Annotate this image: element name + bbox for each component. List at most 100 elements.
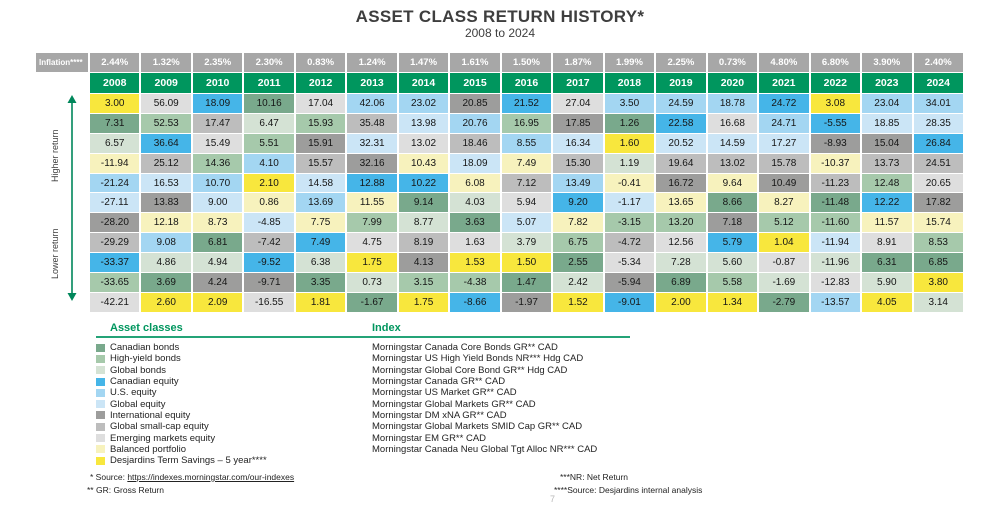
index-header: Index [372,322,630,338]
return-cell: 23.02 [398,94,449,113]
return-cell: 9.20 [553,193,603,213]
legend-swatch [96,445,105,454]
legend-label: U.S. equity [110,387,157,399]
legend-label: Global equity [110,398,166,410]
return-cell: 3.14 [913,292,963,312]
return-cell: 6.57 [90,133,140,153]
return-cell: -1.97 [501,292,552,312]
year-row-spacer [36,73,88,93]
return-cell: 15.91 [295,133,346,153]
return-cell: 22.58 [656,113,706,133]
return-cell: 1.81 [295,292,346,312]
return-cell: -2.79 [759,292,809,312]
return-cell: 8.19 [398,233,449,253]
return-cell: 16.68 [707,113,758,133]
return-cell: 17.82 [913,193,963,213]
return-cell: -10.37 [810,153,861,173]
return-cell: 4.86 [141,253,191,273]
return-cell: 1.34 [707,292,758,312]
return-cell: 1.19 [604,153,655,173]
return-cell: 10.49 [759,173,809,193]
year-header: 2008 [90,73,140,93]
return-cell: 2.09 [192,292,243,312]
return-cell: -11.23 [810,173,861,193]
return-cell: -13.57 [810,292,861,312]
return-cell: 4.10 [244,153,294,173]
return-cell: -8.93 [810,133,861,153]
legend-item: U.S. equity Morningstar US Market GR** CA… [96,387,630,398]
return-cell: 34.01 [913,94,963,113]
return-cell: 17.04 [295,94,346,113]
return-cell: 5.58 [707,273,758,292]
return-cell: 5.60 [707,253,758,273]
legend-item: Desjardins Term Savings – 5 year**** [96,455,630,466]
footnote-source: * Source: https://indexes.morningstar.co… [90,472,294,482]
legend-swatch [96,411,105,420]
return-cell: 20.76 [450,113,500,133]
return-cell: 9.00 [192,193,243,213]
return-cell: 6.89 [656,273,706,292]
return-cell: 8.73 [192,213,243,233]
return-cell: 8.66 [707,193,758,213]
return-cell: 8.91 [862,233,912,253]
return-cell: 0.86 [244,193,294,213]
legend-label: Emerging markets equity [110,432,216,444]
return-cell: 9.08 [141,233,191,253]
return-cell: 4.03 [450,193,500,213]
return-cell: 14.36 [192,153,243,173]
inflation-value: 0.73% [707,53,758,72]
return-cell: 5.79 [707,233,758,253]
year-header: 2017 [553,73,603,93]
return-cell: 19.64 [656,153,706,173]
return-cell: 7.31 [90,113,140,133]
legend-item: International equity Morningstar DM xNA G… [96,410,630,421]
return-cell: 1.52 [553,292,603,312]
return-cell: -7.42 [244,233,294,253]
return-cell: 6.38 [295,253,346,273]
higher-return-label: Higher return [50,129,60,183]
return-cell: -9.01 [604,292,655,312]
return-cell: 4.94 [192,253,243,273]
legend-swatch [96,388,105,397]
inflation-label: Inflation**** [36,53,88,72]
return-cell: 2.42 [553,273,603,292]
return-cell: -8.66 [450,292,500,312]
return-cell: -33.65 [90,273,140,292]
return-cell: -4.72 [604,233,655,253]
legend-label: Canadian equity [110,376,179,388]
return-cell: 24.71 [759,113,809,133]
return-cell: 15.04 [862,133,912,153]
return-cell: 15.93 [295,113,346,133]
legend-swatch [96,343,105,352]
return-cell: 3.80 [913,273,963,292]
legend-swatch [96,400,105,409]
return-cell: -21.24 [90,173,140,193]
legend-item: Emerging markets equity Morningstar EM GR… [96,432,630,444]
return-cell: 11.57 [862,213,912,233]
year-header: 2022 [810,73,861,93]
return-axis: Higher return Lower return [36,94,88,312]
return-cell: 10.43 [398,153,449,173]
return-cell: 13.02 [398,133,449,153]
return-cell: 15.57 [295,153,346,173]
footnote-source-prefix: * Source: [90,472,128,482]
year-header: 2013 [347,73,397,93]
return-cell: 23.04 [862,94,912,113]
legend-index: Morningstar Global Markets GR** CAD [372,398,536,410]
page-title: ASSET CLASS RETURN HISTORY* [355,7,645,26]
legend-item: High-yield bonds Morningstar US High Yiel… [96,353,630,364]
morningstar-indexes-link[interactable]: https://indexes.morningstar.com/our-inde… [127,472,295,482]
return-cell: 16.34 [553,133,603,153]
return-cell: -3.15 [604,213,655,233]
return-cell: 16.72 [656,173,706,193]
return-cell: 7.12 [501,173,552,193]
return-cell: 5.07 [501,213,552,233]
year-header: 2009 [141,73,191,93]
return-cell: -11.94 [810,233,861,253]
year-header: 2021 [759,73,809,93]
legend-item: Canadian bonds Morningstar Canada Core Bo… [96,342,630,353]
return-cell: 6.81 [192,233,243,253]
legend-index: Morningstar EM GR** CAD [372,432,487,444]
inflation-value: 1.61% [450,53,500,72]
return-cell: 13.69 [295,193,346,213]
